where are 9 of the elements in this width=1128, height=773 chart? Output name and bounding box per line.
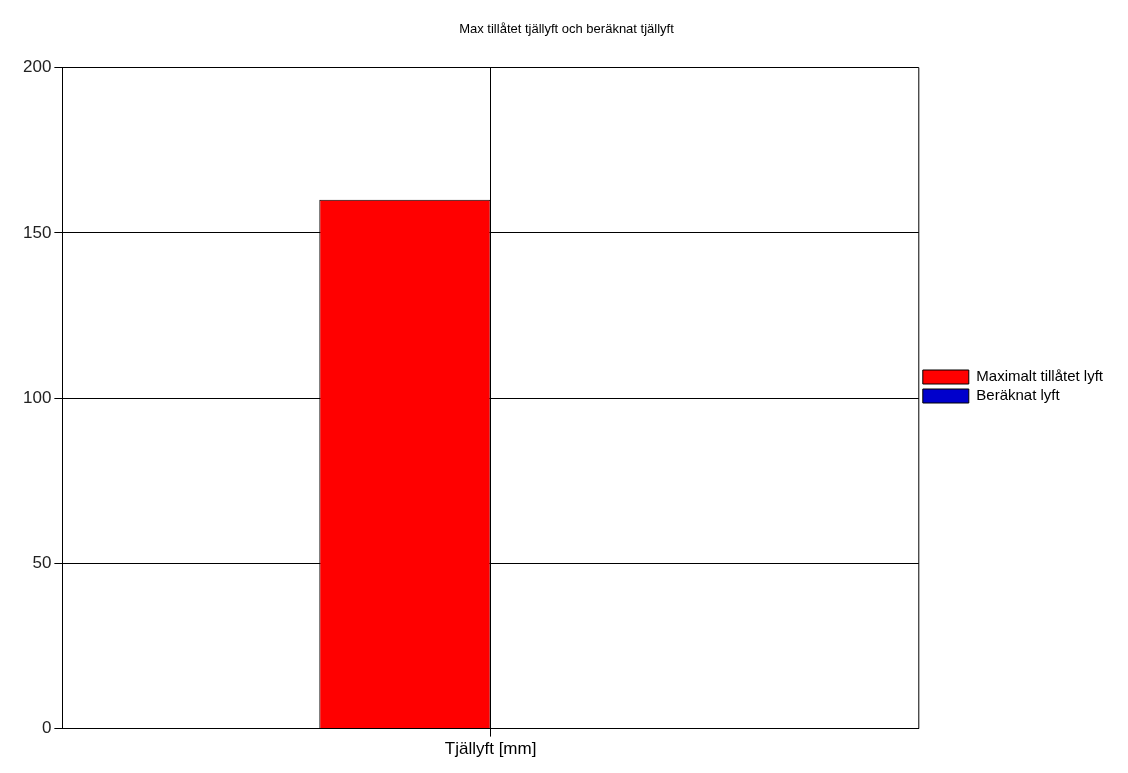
y-tick-label: 100 (22, 387, 52, 407)
y-tick-label: 200 (22, 57, 52, 77)
legend-label: Beräknat lyft (976, 386, 1061, 404)
chart-title: Max tillåtet tjällyft och beräknat tjällyft (459, 21, 675, 37)
legend-label: Maximalt tillåtet lyft (976, 367, 1104, 385)
y-tick-label: 0 (41, 718, 52, 738)
x-tick-label: Tjällyft [mm] (444, 739, 537, 759)
y-tick-label: 150 (22, 222, 52, 242)
y-tick-label: 50 (32, 553, 52, 573)
